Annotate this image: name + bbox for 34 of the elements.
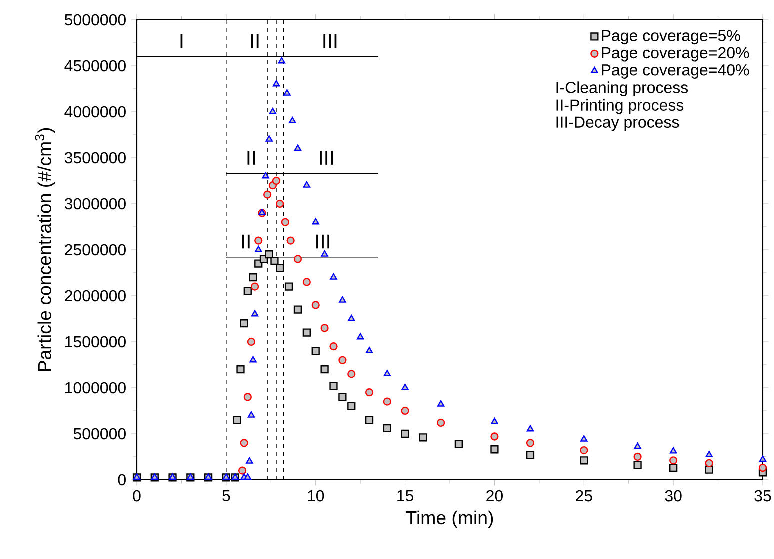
x-tick-label: 5 — [222, 490, 230, 502]
y-axis-title: Particle concentration (#/cm$^{3}$) — [35, 128, 56, 372]
annotation: II — [242, 234, 250, 249]
annotation: III — [320, 151, 334, 165]
y-tick-label: 3000000 — [64, 198, 126, 210]
y-tick-label: 3500000 — [64, 152, 126, 164]
x-tick-label: 25 — [576, 490, 592, 502]
x-axis-title: Time (min) — [406, 510, 494, 528]
annotation: I-Cleaning process — [556, 82, 688, 97]
annotation: III — [324, 34, 337, 48]
annotation: III-Decay process — [556, 116, 680, 132]
annotation: II — [251, 34, 259, 48]
x-tick-label: 10 — [308, 490, 324, 502]
y-tick-label: 1000000 — [66, 382, 126, 394]
x-tick-label: 15 — [398, 490, 414, 502]
annotation: II-Printing process — [556, 99, 684, 114]
y-tick-label: 5000000 — [64, 14, 126, 26]
y-tick-label: 0 — [118, 474, 126, 486]
annotation: II — [248, 151, 256, 165]
annotation: III — [316, 234, 330, 249]
x-tick-label: 20 — [486, 490, 503, 502]
legend-label: Page coverage=5% — [602, 30, 740, 45]
x-tick-label: 30 — [665, 490, 682, 502]
y-tick-label: 2000000 — [65, 290, 126, 302]
y-tick-label: 4000000 — [64, 106, 126, 118]
annotation: I — [180, 34, 183, 48]
y-tick-label: 4500000 — [64, 60, 126, 72]
y-tick-label: 500000 — [74, 428, 126, 440]
legend-label: Page coverage=20% — [602, 47, 750, 62]
legend-label: Page coverage=40% — [602, 64, 750, 79]
y-tick-label: 2500000 — [65, 244, 126, 256]
x-tick-label: 35 — [754, 490, 772, 502]
x-tick-label: 0 — [133, 490, 141, 502]
y-tick-label: 1500000 — [66, 336, 126, 348]
